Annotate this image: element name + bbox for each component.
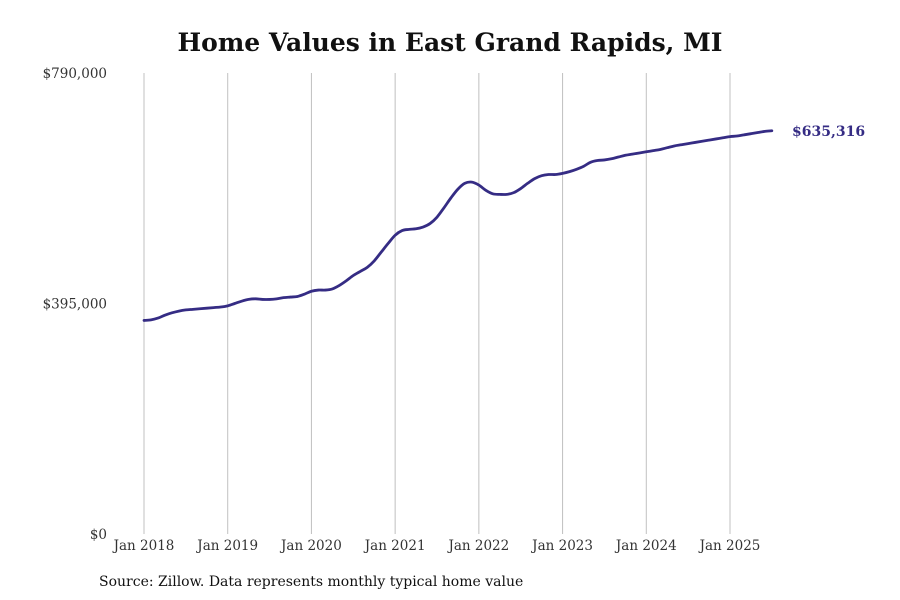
y-tick-label: $395,000 bbox=[43, 297, 107, 313]
y-axis-tick-labels: $0 $395,000 $790,000 bbox=[43, 66, 107, 543]
x-tick-label: Jan 2021 bbox=[363, 538, 426, 554]
source-note: Source: Zillow. Data represents monthly … bbox=[99, 574, 524, 590]
x-tick-label: Jan 2024 bbox=[614, 538, 677, 554]
chart-title: Home Values in East Grand Rapids, MI bbox=[177, 28, 723, 57]
x-tick-label: Jan 2019 bbox=[195, 538, 258, 554]
end-value-label: $635,316 bbox=[792, 124, 865, 140]
x-axis-tick-labels: Jan 2018 Jan 2019 Jan 2020 Jan 2021 Jan 2022… bbox=[112, 538, 761, 554]
x-tick-label: Jan 2020 bbox=[279, 538, 342, 554]
vertical-gridlines bbox=[143, 73, 731, 534]
x-tick-label: Jan 2023 bbox=[530, 538, 593, 554]
series-line bbox=[142, 129, 774, 322]
y-tick-label: $790,000 bbox=[43, 66, 107, 82]
y-tick-label: $0 bbox=[90, 527, 107, 543]
x-tick-label: Jan 2025 bbox=[698, 538, 761, 554]
series-layer bbox=[142, 129, 774, 322]
x-tick-label: Jan 2022 bbox=[446, 538, 509, 554]
x-tick-label: Jan 2018 bbox=[112, 538, 175, 554]
annotation-layer: $635,316 bbox=[792, 124, 865, 140]
